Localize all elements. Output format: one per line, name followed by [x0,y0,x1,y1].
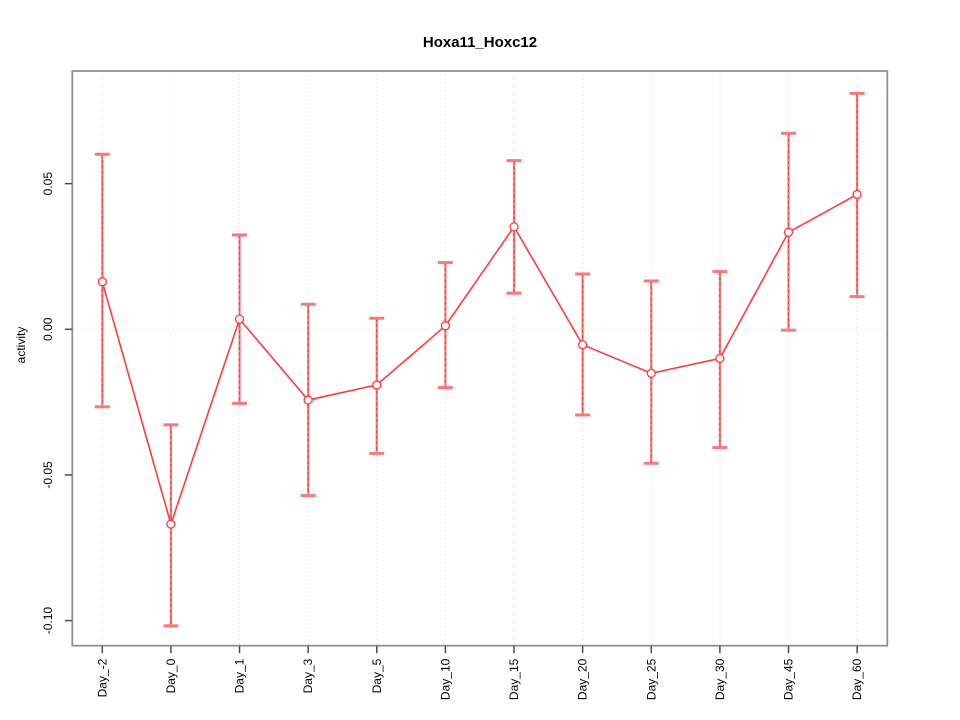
data-point [303,395,313,405]
data-point [646,368,656,378]
x-tick-label: Day_15 [507,658,521,700]
data-point [509,222,519,232]
y-axis-label: activity [14,327,28,364]
series-line [101,193,858,527]
data-point [234,314,245,324]
x-tick-label: Day_10 [438,658,452,700]
x-tick-label: Day_3 [301,658,315,693]
x-tick-label: Day_1 [233,658,247,693]
x-tick-label: Day_-2 [95,658,109,697]
x-tick-label: Day_5 [370,658,384,693]
x-tick-label: Day_30 [713,658,727,700]
data-point [97,277,107,287]
chart-title: Hoxa11_Hoxc12 [423,34,537,51]
x-tick-label: Day_20 [576,658,590,700]
y-tick-label: -0.05 [41,461,55,489]
error-bars [94,91,865,628]
y-tick-labels: 0.05 0.00 -0.05 -0.10 [41,172,55,635]
data-point [715,353,725,364]
y-tick-label: 0.00 [41,317,55,341]
axis-ticks [64,182,858,654]
data-point [577,340,588,350]
plot-box [71,70,889,647]
x-tick-label: Day_45 [782,658,796,700]
data-point [783,227,794,237]
x-tick-label: Day_25 [644,658,658,700]
data-points [97,189,862,529]
data-point [166,519,176,529]
x-tick-label: Day_60 [850,658,864,700]
y-tick-label: -0.10 [41,607,55,635]
data-point [372,380,382,390]
gridlines [72,71,888,646]
data-point [852,189,862,200]
y-tick-label: 0.05 [41,172,55,196]
data-point [440,321,451,331]
x-tick-labels: Day_-2 Day_0 Day_1 Day_3 Day_5 Day_10 Day_15 Da… [95,658,864,700]
x-tick-label: Day_0 [164,658,178,693]
